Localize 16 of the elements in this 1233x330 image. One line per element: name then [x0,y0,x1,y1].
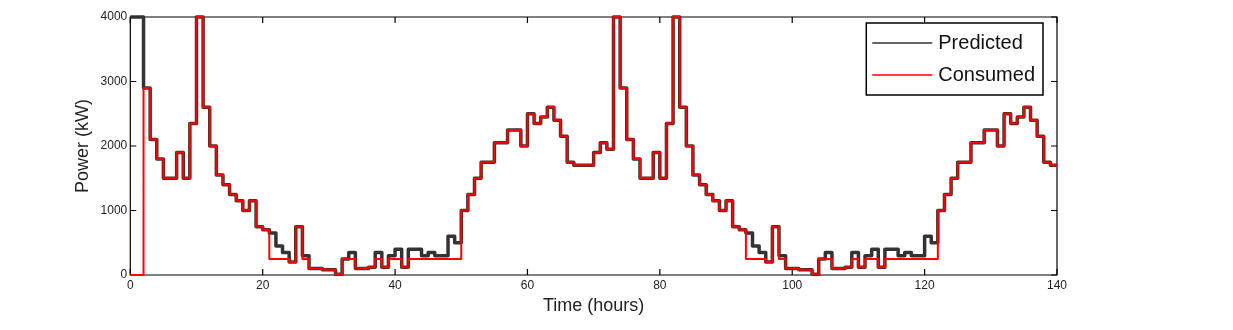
legend-label: Consumed [938,62,1035,85]
y-axis-title: Power (kW) [71,99,92,193]
y-tick-label: 0 [120,267,128,282]
legend-label: Predicted [938,30,1023,53]
x-tick-label: 60 [520,277,535,292]
y-tick-label: 1000 [100,202,128,217]
y-tick-label: 2000 [100,138,128,153]
x-tick-label: 40 [388,277,403,292]
x-tick-label: 140 [1046,277,1068,292]
x-tick-label: 120 [914,277,935,292]
x-tick-label: 80 [653,277,667,292]
x-tick-label: 20 [256,277,270,292]
x-tick-label: 100 [782,277,803,292]
x-axis-title: Time (hours) [542,295,645,316]
y-tick-label: 4000 [100,9,128,24]
y-tick-label: 3000 [100,73,128,88]
